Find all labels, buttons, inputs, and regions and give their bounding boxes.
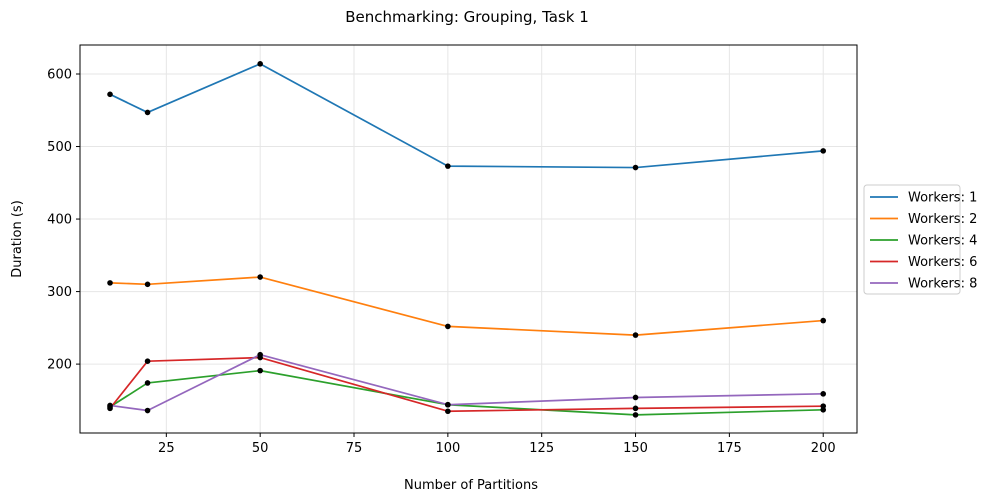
data-point xyxy=(445,323,451,330)
data-point xyxy=(144,281,151,288)
plot-frame xyxy=(79,44,858,434)
data-point xyxy=(445,401,451,408)
y-tick-label: 500 xyxy=(47,140,72,155)
x-tick-label: 75 xyxy=(346,441,363,456)
data-point xyxy=(107,402,113,409)
data-point xyxy=(144,380,151,386)
y-axis-label: Duration (s) xyxy=(10,200,25,278)
legend-entry: Workers: 6 xyxy=(908,255,977,270)
data-point xyxy=(107,280,113,286)
data-point xyxy=(820,148,827,154)
x-axis: 25 50 75 100 125 150 175 200 xyxy=(158,433,836,456)
data-point xyxy=(820,391,827,397)
data-point xyxy=(632,164,639,171)
legend-entry: Workers: 2 xyxy=(908,212,977,227)
data-point xyxy=(144,358,151,365)
series-line xyxy=(109,63,824,169)
legend: Workers: 1 Workers: 2 Workers: 4 Workers: 6… xyxy=(863,184,977,295)
grid xyxy=(80,45,857,433)
series-lines xyxy=(109,63,824,416)
x-tick-label: 25 xyxy=(158,441,175,456)
data-point xyxy=(257,61,263,67)
y-tick-label: 600 xyxy=(47,68,72,83)
x-tick-label: 150 xyxy=(623,441,648,456)
y-tick-label: 300 xyxy=(47,285,72,300)
markers xyxy=(107,61,827,418)
legend-entry: Workers: 4 xyxy=(908,234,977,249)
data-point xyxy=(632,412,639,418)
data-point xyxy=(257,274,263,280)
chart-title: Benchmarking: Grouping, Task 1 xyxy=(345,8,589,26)
series-line xyxy=(109,276,824,336)
data-point xyxy=(445,163,451,169)
legend-box xyxy=(863,184,961,295)
y-tick-label: 400 xyxy=(47,213,72,228)
data-point xyxy=(632,405,639,412)
data-point xyxy=(257,367,263,374)
data-point xyxy=(632,332,639,338)
data-point xyxy=(820,317,827,324)
data-point xyxy=(445,408,451,415)
x-tick-label: 200 xyxy=(811,441,836,456)
x-axis-label: Number of Partitions xyxy=(404,478,538,493)
x-tick-label: 175 xyxy=(717,441,742,456)
data-point xyxy=(632,394,639,401)
data-point xyxy=(144,109,151,116)
series-line xyxy=(109,369,824,416)
x-tick-label: 100 xyxy=(435,441,460,456)
data-point xyxy=(107,91,113,98)
legend-entry: Workers: 1 xyxy=(908,191,977,206)
series-line xyxy=(109,356,824,413)
y-axis: 200 300 400 500 600 xyxy=(47,68,80,373)
x-tick-label: 125 xyxy=(529,441,554,456)
y-tick-label: 200 xyxy=(47,358,72,373)
data-point xyxy=(820,403,827,409)
x-tick-label: 50 xyxy=(252,441,269,456)
legend-entry: Workers: 8 xyxy=(908,277,977,292)
data-point xyxy=(144,407,151,414)
data-point xyxy=(257,351,263,358)
series-line xyxy=(109,353,824,412)
